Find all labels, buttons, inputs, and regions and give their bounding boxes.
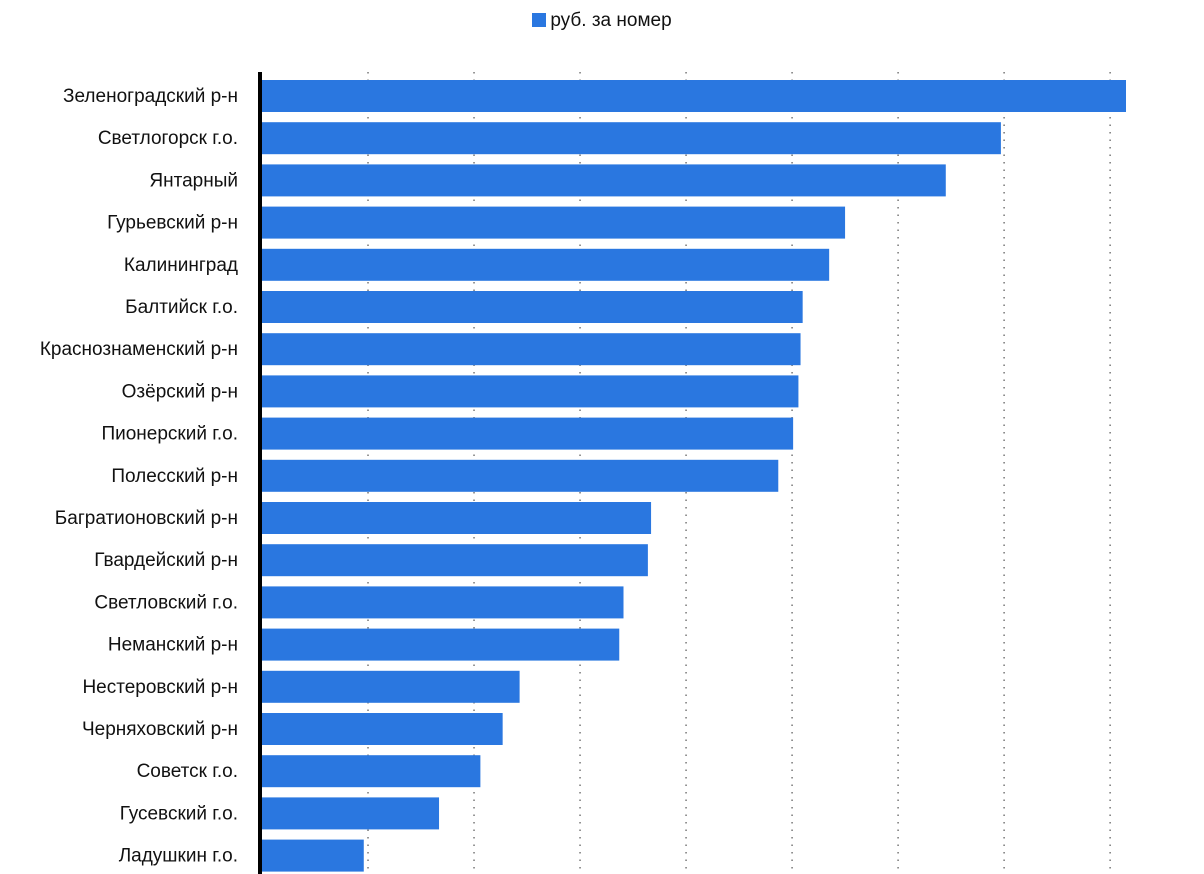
bar-2 bbox=[262, 164, 946, 197]
bar-4 bbox=[262, 248, 830, 281]
bar-0 bbox=[262, 80, 1126, 112]
bar-18 bbox=[262, 839, 364, 872]
bar-17 bbox=[262, 797, 440, 830]
bar-7 bbox=[262, 375, 799, 408]
category-label: Калининград bbox=[124, 255, 238, 276]
category-label: Краснознаменский р-н bbox=[40, 339, 238, 360]
bar-5 bbox=[262, 291, 803, 323]
bar-11 bbox=[262, 544, 648, 577]
category-label: Неманский р-н bbox=[108, 635, 238, 656]
category-label: Черняховский р-н bbox=[82, 719, 238, 740]
category-label: Полесский р-н bbox=[111, 466, 238, 487]
bars bbox=[262, 80, 1126, 872]
category-label: Гвардейский р-н bbox=[94, 550, 238, 571]
bar-10 bbox=[262, 502, 652, 534]
category-label: Гусевский г.о. bbox=[120, 803, 238, 824]
category-label: Гурьевский р-н bbox=[107, 213, 238, 234]
legend-label: руб. за номер bbox=[550, 10, 672, 31]
bar-9 bbox=[262, 459, 779, 492]
category-label: Зеленоградский р-н bbox=[63, 86, 238, 107]
category-label: Багратионовский р-н bbox=[55, 508, 238, 529]
bar-8 bbox=[262, 417, 794, 450]
bar-14 bbox=[262, 670, 520, 703]
category-label: Светлогорск г.о. bbox=[98, 128, 238, 149]
category-label: Светловский г.о. bbox=[94, 592, 238, 613]
category-label: Ладушкин г.о. bbox=[119, 846, 238, 867]
legend: руб. за номер bbox=[0, 10, 1204, 32]
category-label: Нестеровский р-н bbox=[82, 677, 238, 698]
category-label: Балтийск г.о. bbox=[125, 297, 238, 318]
bar-16 bbox=[262, 755, 481, 788]
bar-15 bbox=[262, 713, 503, 745]
legend-swatch bbox=[532, 13, 547, 27]
bar-6 bbox=[262, 333, 801, 366]
category-label: Пионерский г.о. bbox=[101, 424, 238, 445]
bar-3 bbox=[262, 206, 846, 239]
category-labels: Зеленоградский р-н Светлогорск г.о. Янтарн… bbox=[40, 86, 238, 867]
bar-1 bbox=[262, 122, 1001, 155]
bar-12 bbox=[262, 586, 624, 619]
category-label: Янтарный bbox=[149, 170, 238, 191]
category-label: Озёрский р-н bbox=[122, 381, 238, 402]
bar-13 bbox=[262, 628, 620, 661]
category-label: Советск г.о. bbox=[137, 761, 238, 782]
